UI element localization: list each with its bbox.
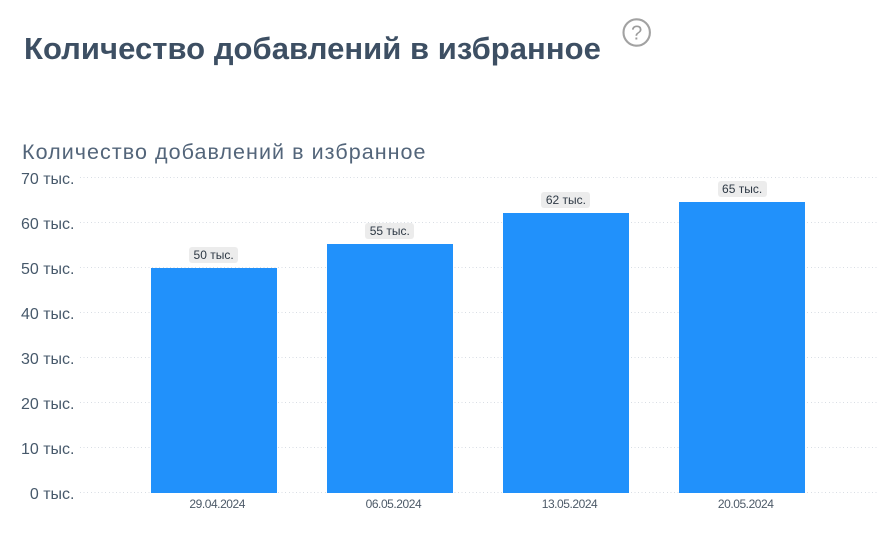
svg-text:?: ? — [631, 22, 642, 44]
